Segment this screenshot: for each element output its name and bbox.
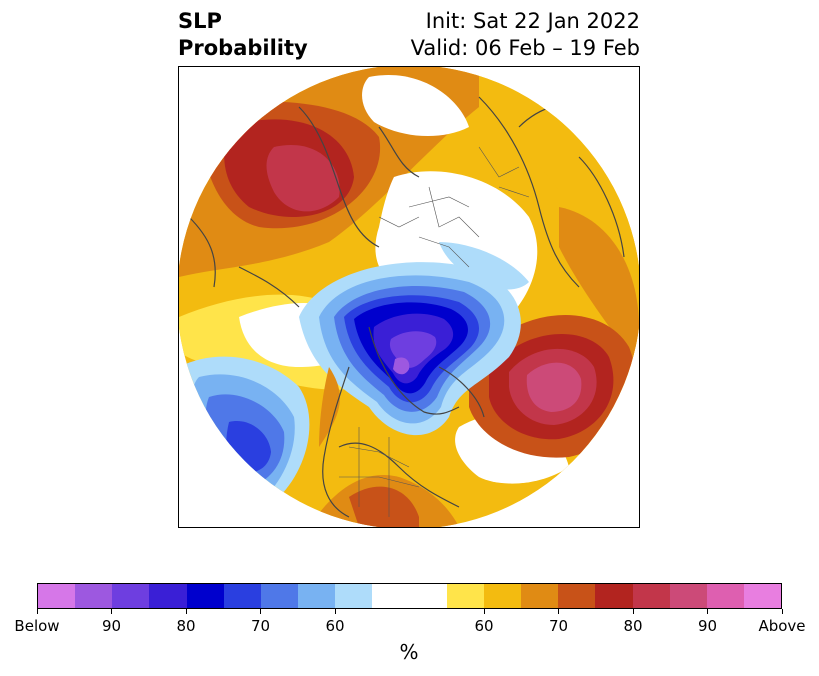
colorbar-segment [38, 584, 76, 608]
colorbar-segment [372, 584, 410, 608]
map-panel [178, 66, 640, 528]
probability-field [179, 67, 639, 527]
colorbar-tick [334, 609, 336, 614]
colorbar-tick [260, 609, 261, 614]
colorbar [37, 583, 782, 609]
colorbar-segment [446, 584, 484, 608]
colorbar-segment [483, 584, 522, 608]
colorbar-segment [112, 584, 150, 608]
colorbar-segment [521, 584, 559, 608]
colorbar-tick [483, 609, 485, 614]
colorbar-tick [36, 609, 38, 614]
colorbar-tick [558, 609, 559, 614]
colorbar-tick [707, 609, 708, 614]
title-left: SLP Probability [178, 8, 308, 62]
colorbar-segment [669, 584, 707, 608]
colorbar-tick [185, 609, 187, 614]
coastlines [188, 96, 625, 518]
colorbar-tick-label: Above [758, 617, 806, 635]
colorbar-segment [75, 584, 113, 608]
colorbar-tick [632, 609, 634, 614]
colorbar-segment [298, 584, 336, 608]
init-date: Init: Sat 22 Jan 2022 [425, 9, 640, 33]
colorbar-segment [335, 584, 373, 608]
colorbar-tick-label: 70 [548, 617, 569, 635]
colorbar-segment [409, 584, 447, 608]
title-type: Probability [178, 36, 308, 60]
colorbar-segment [260, 584, 299, 608]
probability-map [179, 67, 639, 527]
colorbar-tick-label: 70 [250, 617, 271, 635]
borders [339, 146, 530, 517]
colorbar-segment [595, 584, 633, 608]
colorbar-unit: % [399, 640, 419, 664]
colorbar-segment [186, 584, 224, 608]
colorbar-tick-label: 60 [474, 617, 494, 635]
colorbar-segment [743, 584, 782, 608]
title-right: Init: Sat 22 Jan 2022 Valid: 06 Feb – 19… [411, 8, 640, 62]
colorbar-segment [149, 584, 187, 608]
colorbar-segment [632, 584, 670, 608]
colorbar-tick-label: 80 [176, 617, 196, 635]
colorbar-segment [223, 584, 261, 608]
colorbar-tick [111, 609, 112, 614]
valid-range: Valid: 06 Feb – 19 Feb [410, 36, 640, 60]
colorbar-tick-label: Below [14, 617, 60, 635]
colorbar-tick [781, 609, 783, 614]
colorbar-segment [558, 584, 596, 608]
title-variable: SLP [178, 9, 222, 33]
colorbar-tick-label: 90 [101, 617, 122, 635]
colorbar-segment [706, 584, 744, 608]
colorbar-tick-label: 80 [623, 617, 643, 635]
colorbar-tick-label: 90 [697, 617, 718, 635]
colorbar-tick-label: 60 [325, 617, 345, 635]
